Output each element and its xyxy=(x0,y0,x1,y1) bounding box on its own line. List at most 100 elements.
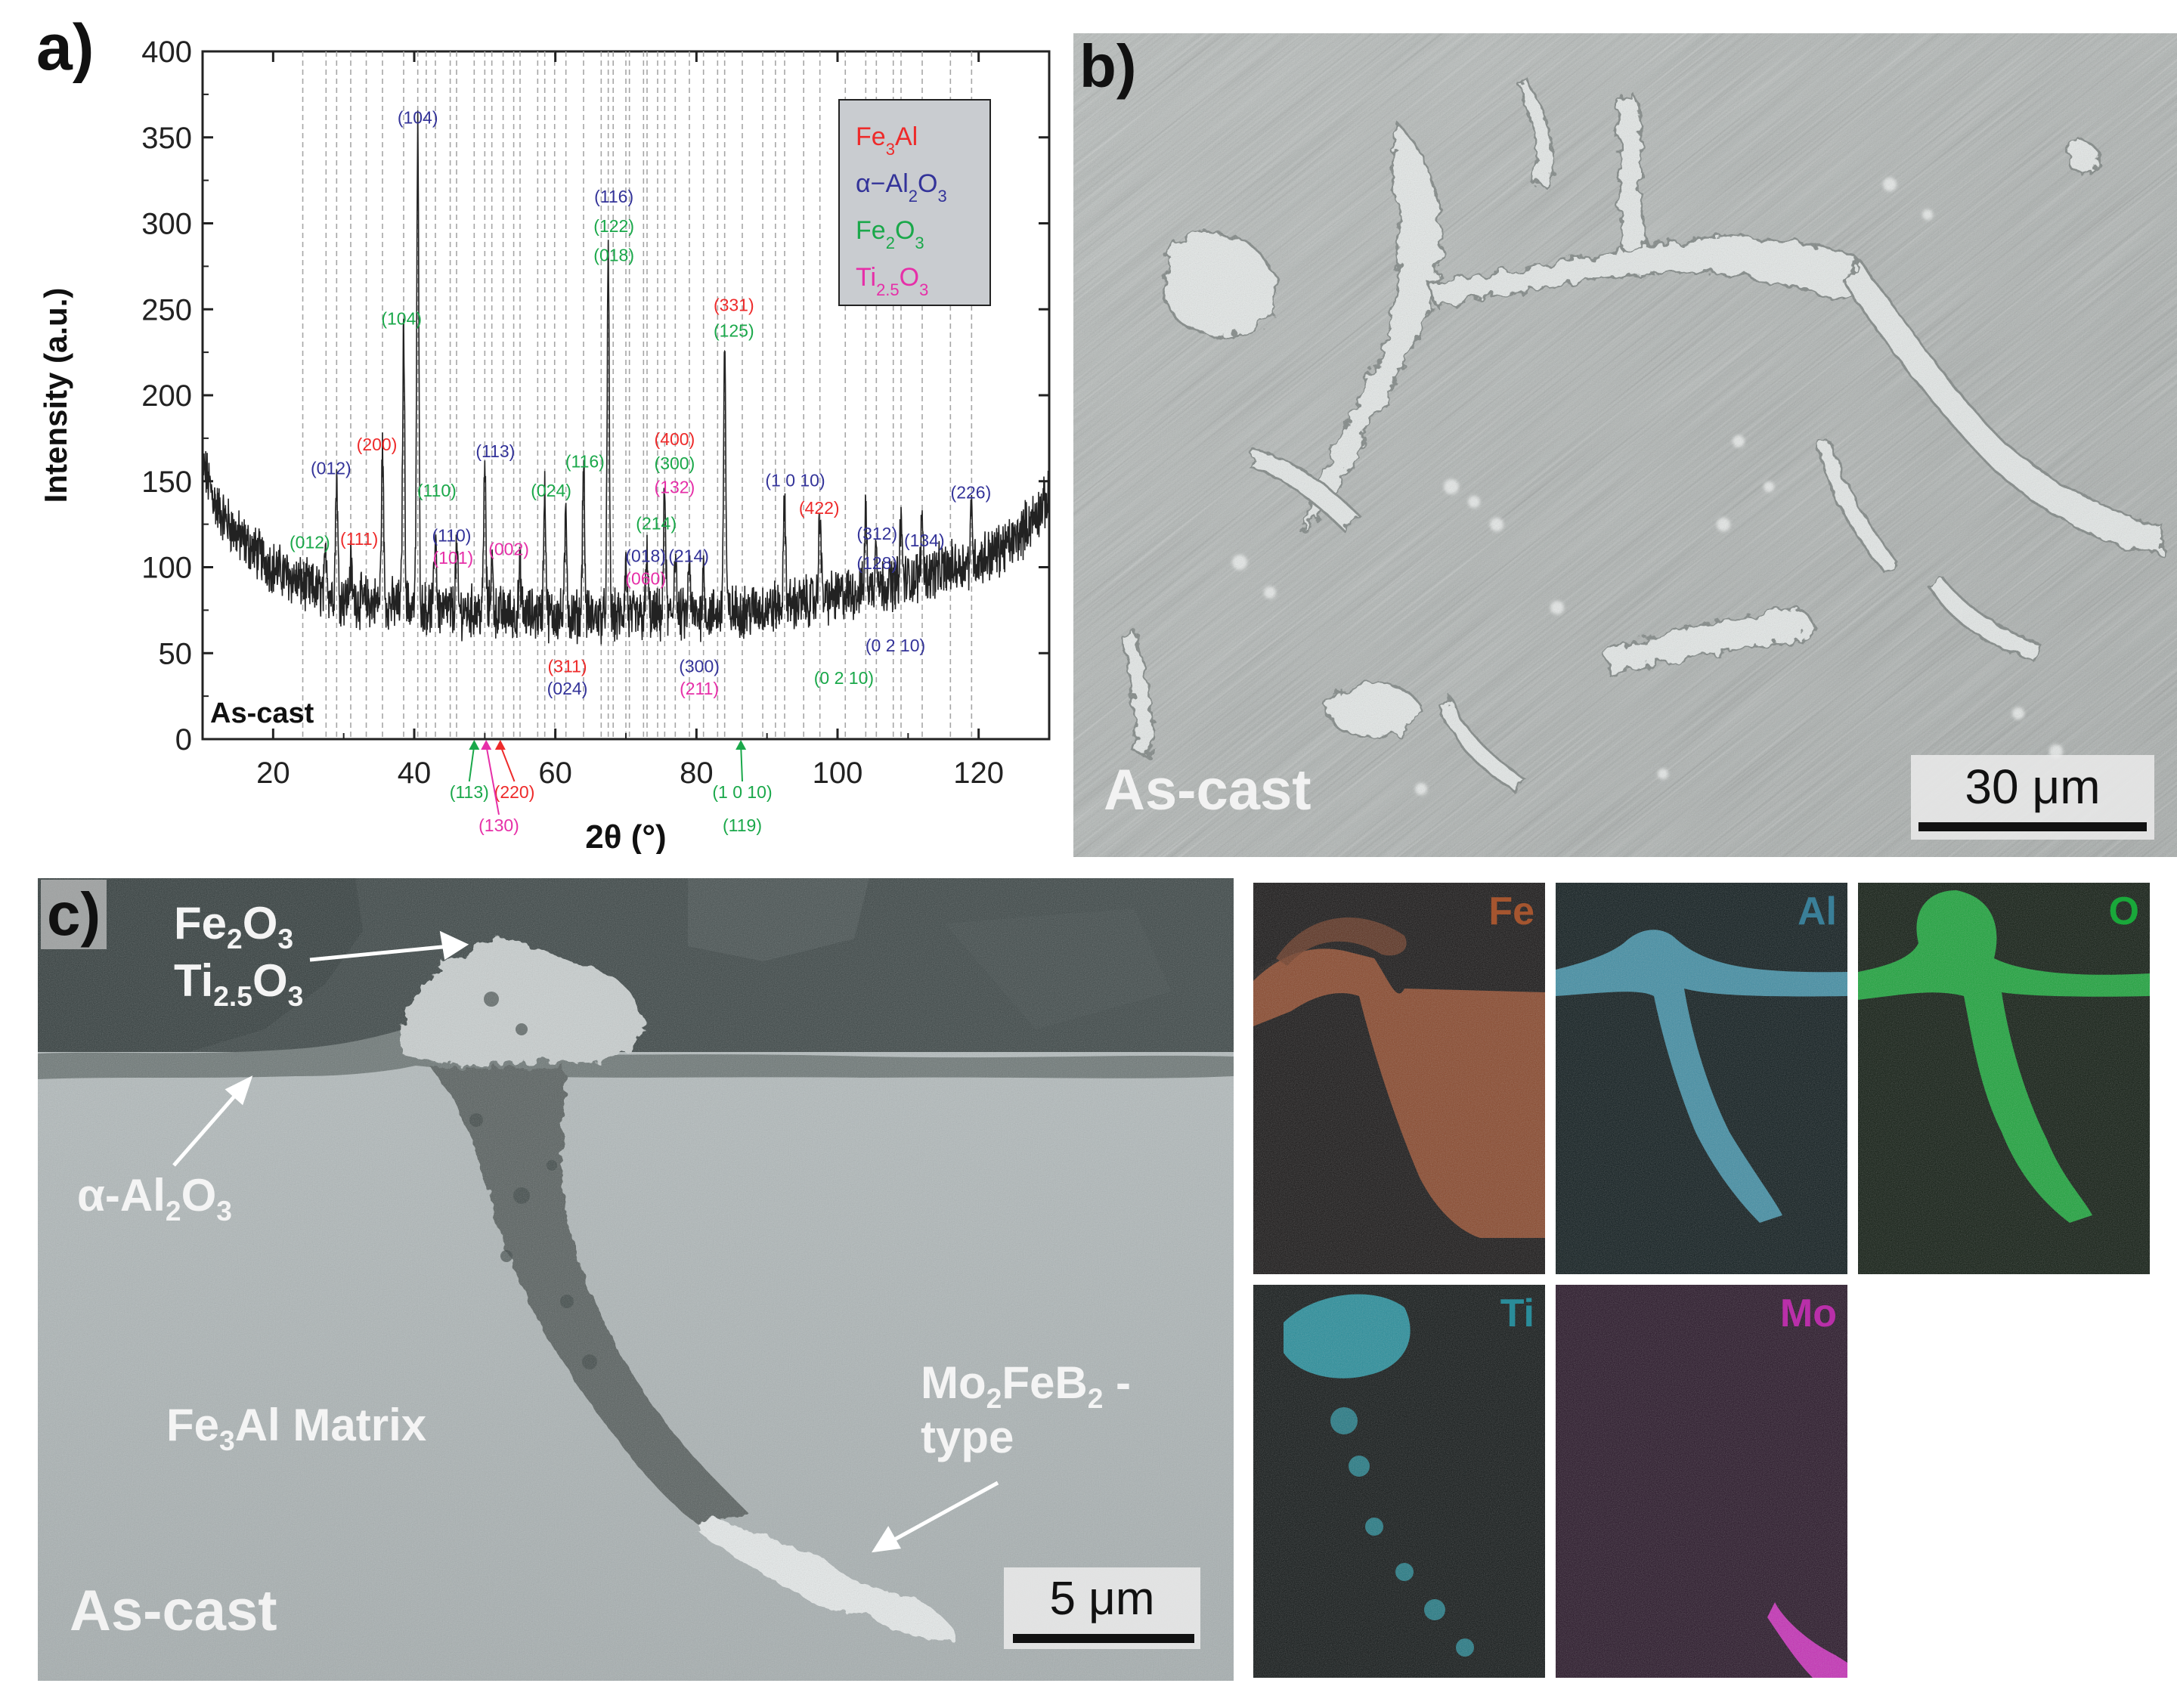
peak-annotation: (024) xyxy=(547,679,588,698)
eds-map-mo-label: Mo xyxy=(1779,1292,1837,1335)
panel-c-label: c) xyxy=(41,880,107,949)
y-tick-label: 200 xyxy=(141,379,192,413)
peak-annotation: (024) xyxy=(531,481,571,500)
peak-annotation: (125) xyxy=(714,321,754,341)
peak-annotation: (422) xyxy=(799,498,840,518)
panel-b-sem: b) As-cast 30 μm xyxy=(1073,33,2177,857)
peak-annotation: (400) xyxy=(655,429,695,449)
peak-annotation: (101) xyxy=(432,548,473,568)
annotation-boride: Mo2FeB2 - type xyxy=(921,1357,1132,1463)
legend-entry: Fe3Al xyxy=(856,122,918,159)
panel-b-scalebar-label: 30 μm xyxy=(1965,760,2101,814)
xrd-pattern-line xyxy=(202,110,1050,645)
peak-annotation: (018) xyxy=(593,246,634,265)
eds-map-fe-label: Fe xyxy=(1488,890,1534,933)
y-tick-label: 100 xyxy=(141,552,192,585)
peak-annotation: (104) xyxy=(381,309,422,329)
panel-c-scalebar-label: 5 μm xyxy=(1049,1573,1155,1625)
below-axis-annotation: (130) xyxy=(478,815,519,835)
peak-annotation: (300) xyxy=(655,453,695,473)
peak-annotation: (312) xyxy=(856,524,897,543)
peak-annotation: (311) xyxy=(548,656,587,676)
peak-annotation: (300) xyxy=(679,656,720,676)
y-tick-label: 150 xyxy=(141,466,192,499)
eds-map-al-label: Al xyxy=(1798,890,1837,933)
eds-map-ti-label: Ti xyxy=(1500,1292,1534,1335)
y-tick-label: 0 xyxy=(175,723,192,757)
below-axis-arrow-head xyxy=(469,740,480,750)
below-axis-annotation: (1 0 10) xyxy=(712,782,772,802)
below-axis-annotation: (113) xyxy=(450,782,489,802)
peak-annotation: (200) xyxy=(357,435,398,454)
y-axis-label: Intensity (a.u.) xyxy=(38,288,73,503)
eds-map-mo: Mo xyxy=(1556,1285,1847,1678)
peak-annotation: (012) xyxy=(290,532,330,552)
legend-entry: Ti2.5O3 xyxy=(856,263,928,299)
y-tick-label: 400 xyxy=(141,36,192,69)
y-tick-label: 350 xyxy=(141,122,192,155)
peak-annotation: (110) xyxy=(432,525,471,545)
peak-annotation: (128) xyxy=(856,553,897,573)
eds-map-o-label: O xyxy=(2108,890,2139,933)
panel-b-label: b) xyxy=(1079,33,1137,100)
panel-a-sample-label: As-cast xyxy=(210,698,314,729)
peak-annotation: (0 2 10) xyxy=(866,636,925,655)
peak-annotation: (018) xyxy=(625,546,666,566)
below-axis-annotation: (119) xyxy=(723,815,762,835)
x-tick-label: 80 xyxy=(680,757,714,790)
x-tick-label: 120 xyxy=(953,757,1004,790)
eds-map-al: Al xyxy=(1556,883,1847,1274)
annotation-alumina: α-Al2O3 xyxy=(77,1170,232,1227)
peak-annotation: (012) xyxy=(311,459,351,478)
y-tick-label: 250 xyxy=(141,293,192,326)
peak-annotation: (002) xyxy=(488,540,529,559)
peak-annotation: (113) xyxy=(475,441,515,461)
legend-entry: α−Al2O3 xyxy=(856,169,947,206)
y-tick-label: 300 xyxy=(141,208,192,241)
x-tick-label: 40 xyxy=(398,757,432,790)
eds-map-ti: Ti xyxy=(1253,1285,1545,1678)
panel-c-scalebar xyxy=(1013,1634,1194,1643)
peak-annotation: (132) xyxy=(655,478,695,497)
x-axis-label: 2θ (°) xyxy=(585,818,666,854)
peak-annotation: (1 0 10) xyxy=(765,471,825,490)
annotation-fe2o3: Fe2O3 xyxy=(174,898,294,955)
peak-annotation: (134) xyxy=(904,531,945,550)
peak-annotation: (214) xyxy=(636,513,677,533)
x-tick-label: 20 xyxy=(256,757,290,790)
below-axis-arrow-head xyxy=(494,740,506,750)
panel-b-scalebar xyxy=(1918,822,2147,831)
below-axis-annotation: (220) xyxy=(494,782,535,802)
peak-annotation: (104) xyxy=(398,108,438,128)
panel-b-sample-label: As-cast xyxy=(1104,758,1311,822)
annotation-ti25o3: Ti2.5O3 xyxy=(174,955,304,1012)
peak-annotation: (226) xyxy=(951,483,992,503)
peak-annotation: (331) xyxy=(714,295,754,315)
below-axis-arrow-line xyxy=(499,744,516,782)
eds-map-fe: Fe xyxy=(1253,883,1545,1274)
below-axis-arrow-line xyxy=(740,744,743,782)
peak-annotation: (060) xyxy=(625,568,666,588)
peak-annotation: (122) xyxy=(593,216,634,236)
legend-box xyxy=(838,99,991,306)
peak-annotation: (0 2 10) xyxy=(814,668,874,688)
peak-annotation: (116) xyxy=(565,452,605,472)
peak-annotation: (211) xyxy=(680,679,719,698)
legend-entry: Fe2O3 xyxy=(856,216,924,252)
x-tick-label: 60 xyxy=(538,757,572,790)
panel-c-sample-label: As-cast xyxy=(70,1579,277,1643)
below-axis-arrow-line xyxy=(485,744,500,815)
sem-cross-section-image xyxy=(38,878,1234,1681)
x-tick-label: 100 xyxy=(813,757,863,790)
eds-map-o: O xyxy=(1858,883,2150,1274)
panel-a-label: a) xyxy=(36,11,94,84)
peak-annotation: (110) xyxy=(417,481,457,500)
sem-surface-image xyxy=(1073,33,2177,857)
below-axis-arrow-head xyxy=(735,740,747,750)
below-axis-arrow-head xyxy=(481,740,492,750)
panel-c-cross-section: c) Fe2O3 Ti2.5O3 α-Al2O3 Fe3Al Matrix Mo… xyxy=(38,878,1234,1681)
annotation-matrix: Fe3Al Matrix xyxy=(166,1400,427,1456)
y-tick-label: 50 xyxy=(159,637,193,670)
xrd-chart: 0 50 100 150 200 250 300 350 400 20 40 60 80 100 120 2θ… xyxy=(38,36,1051,854)
peak-annotation: (116) xyxy=(594,187,633,206)
